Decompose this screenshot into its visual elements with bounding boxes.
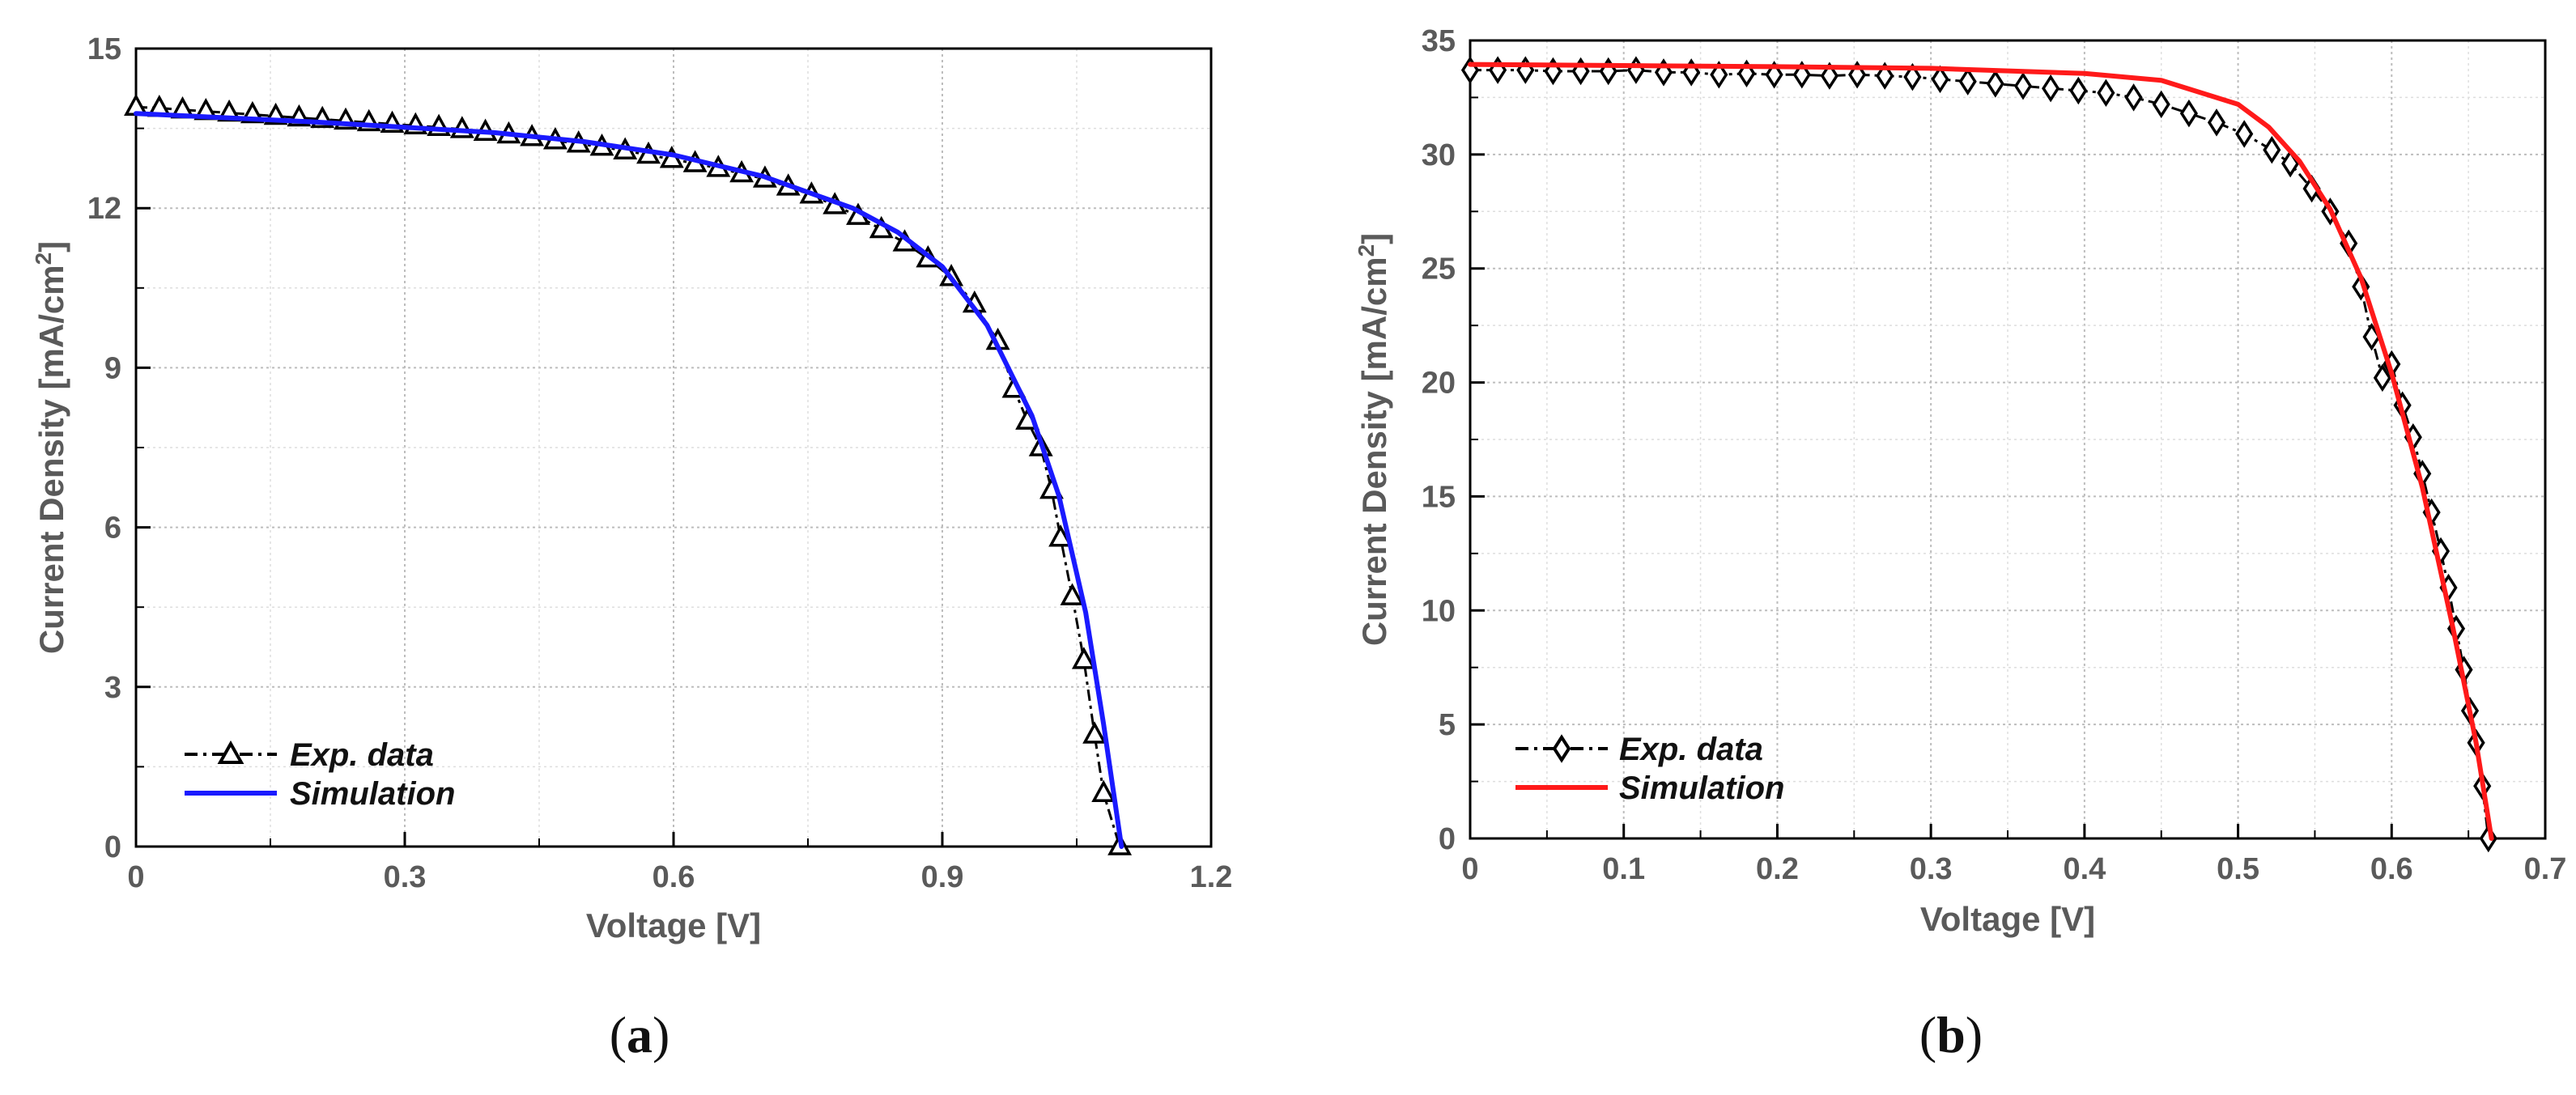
exp-data-point — [1082, 721, 1107, 744]
y-tick-label: 25 — [1422, 253, 1456, 286]
y-tick-label: 0 — [104, 830, 121, 864]
chart-b: 0 0.1 0.2 0.3 0.4 0.5 0.6 0.7 0 5 10 15 20 25 30 35 Vol… — [1354, 24, 2567, 1063]
chart-a-panel-label-letter: a — [627, 1006, 653, 1063]
chart-a-y-axis-label-superscript: 2 — [31, 253, 56, 265]
x-tick-label: 0.3 — [1910, 852, 1953, 886]
y-tick-label: 15 — [1422, 480, 1456, 514]
exp-data-point — [2207, 108, 2226, 137]
exp-data-point — [1710, 61, 1728, 89]
y-tick-label: 6 — [104, 511, 121, 545]
chart-b-ticks: 0 0.1 0.2 0.3 0.4 0.5 0.6 0.7 0 5 10 15 20 25 30 35 — [1422, 24, 2567, 886]
chart-a-legend-exp-label: Exp. data — [290, 737, 434, 773]
series-simulation-line — [1468, 62, 2494, 841]
exp-data-point — [1071, 647, 1096, 669]
exp-data-point — [2263, 135, 2281, 164]
chart-a-panel-label: (a) — [610, 1006, 670, 1063]
chart-a-legend: Exp. data Simulation — [185, 737, 455, 812]
chart-a-panel-label-open: ( — [610, 1006, 627, 1063]
exp-data-point — [2373, 363, 2391, 393]
exp-data-point — [2152, 90, 2170, 119]
x-tick-label: 1.2 — [1190, 860, 1233, 894]
chart-a-series — [124, 93, 1133, 855]
exp-data-point — [2042, 74, 2060, 103]
x-tick-label: 0 — [1461, 852, 1478, 886]
x-tick-label: 0.1 — [1602, 852, 1645, 886]
x-tick-label: 0.6 — [653, 860, 695, 894]
y-tick-label: 15 — [87, 32, 121, 66]
chart-b-legend: Exp. data Simulation — [1515, 732, 1784, 806]
chart-b-panel-label: (b) — [1919, 1006, 1983, 1063]
exp-data-point — [2235, 120, 2254, 148]
chart-b-legend-exp-marker — [1552, 734, 1571, 763]
exp-data-point — [2069, 76, 2088, 105]
chart-b-y-axis-label-superscript: 2 — [1354, 244, 1379, 257]
chart-b-legend-sim-label: Simulation — [1619, 770, 1784, 806]
chart-b-y-axis-label-end: ] — [1355, 233, 1393, 244]
exp-data-point — [1986, 70, 2004, 98]
exp-data-point — [1958, 67, 1977, 95]
y-tick-label: 5 — [1439, 708, 1456, 742]
exp-data-point — [1048, 524, 1073, 547]
chart-a-y-axis-label-end: ] — [32, 241, 70, 253]
exp-data-point — [1931, 65, 1949, 94]
series-exp-data-line — [135, 105, 1121, 847]
y-tick-label: 9 — [104, 351, 121, 385]
x-tick-label: 0.7 — [2524, 852, 2567, 886]
chart-a-y-axis-label: Current Density [mA/cm2] — [31, 241, 71, 654]
chart-b-panel-label-open: ( — [1919, 1006, 1936, 1063]
chart-b-x-axis-label: Voltage [V] — [1920, 900, 2095, 938]
exp-data-point — [1091, 779, 1116, 803]
x-tick-label: 0.9 — [921, 860, 964, 894]
chart-a: 0 0.3 0.6 0.9 1.2 0 3 6 9 12 15 Voltage [V] Curren… — [31, 32, 1233, 1063]
chart-a-y-axis-label-main: Current Density [mA/cm — [32, 265, 70, 654]
series-simulation-line — [134, 111, 1124, 849]
exp-data-point — [1820, 62, 1838, 90]
y-tick-label: 35 — [1422, 24, 1456, 58]
x-tick-label: 0 — [127, 860, 144, 894]
chart-b-series — [1460, 56, 2497, 853]
chart-a-legend-sim-label: Simulation — [290, 776, 455, 812]
exp-data-point — [2097, 79, 2115, 108]
x-tick-label: 0.5 — [2217, 852, 2259, 886]
exp-data-point — [2179, 99, 2198, 128]
chart-a-ticks: 0 0.3 0.6 0.9 1.2 0 3 6 9 12 15 — [87, 32, 1233, 894]
exp-data-point — [2124, 83, 2143, 112]
y-tick-label: 20 — [1422, 367, 1456, 401]
chart-b-legend-exp-label: Exp. data — [1619, 732, 1763, 767]
x-tick-label: 0.4 — [2063, 852, 2106, 886]
chart-b-panel-label-close: ) — [1966, 1006, 1983, 1063]
y-tick-label: 12 — [87, 192, 121, 226]
chart-a-legend-exp-marker — [217, 740, 244, 764]
x-tick-label: 0.6 — [2370, 852, 2413, 886]
x-tick-label: 0.3 — [384, 860, 427, 894]
exp-data-point — [1060, 583, 1085, 605]
exp-data-point — [1903, 62, 1922, 91]
y-tick-label: 0 — [1439, 822, 1456, 856]
x-tick-label: 0.2 — [1756, 852, 1799, 886]
exp-data-point — [2013, 72, 2033, 100]
chart-b-y-axis-label-main: Current Density [mA/cm — [1355, 257, 1393, 646]
chart-b-panel-label-letter: b — [1936, 1006, 1966, 1063]
y-tick-label: 30 — [1422, 138, 1456, 172]
y-tick-label: 10 — [1422, 594, 1456, 628]
y-tick-label: 3 — [104, 671, 121, 705]
chart-b-y-axis-label: Current Density [mA/cm2] — [1354, 233, 1394, 646]
chart-a-panel-label-close: ) — [653, 1006, 670, 1063]
chart-a-x-axis-label: Voltage [V] — [586, 906, 761, 944]
